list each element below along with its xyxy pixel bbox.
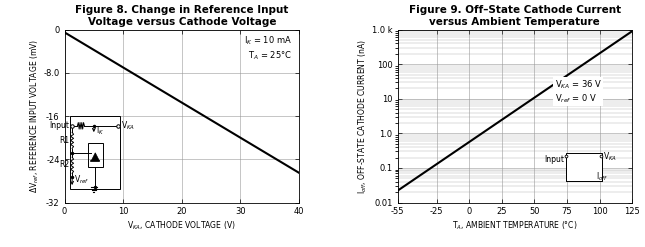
Text: V$_{KA}$: V$_{KA}$ — [603, 150, 617, 163]
Y-axis label: I$_{off}$, OFF-STATE CATHODE CURRENT (nA): I$_{off}$, OFF-STATE CATHODE CURRENT (nA… — [357, 39, 370, 194]
Bar — [566, 154, 602, 181]
Text: R1: R1 — [59, 136, 69, 145]
Text: R2: R2 — [59, 160, 69, 169]
Text: V$_{KA}$: V$_{KA}$ — [121, 120, 135, 132]
Title: Figure 9. Off–State Cathode Current
versus Ambient Temperature: Figure 9. Off–State Cathode Current vers… — [409, 5, 621, 27]
X-axis label: V$_{KA}$, CATHODE VOLTAGE (V): V$_{KA}$, CATHODE VOLTAGE (V) — [128, 219, 236, 232]
Bar — [88, 143, 103, 167]
Text: V$_{ref}$: V$_{ref}$ — [74, 173, 90, 185]
Text: V$_{KA}$ = 36 V
V$_{ref}$ = 0 V: V$_{KA}$ = 36 V V$_{ref}$ = 0 V — [555, 78, 602, 105]
Bar — [70, 116, 120, 189]
Title: Figure 8. Change in Reference Input
Voltage versus Cathode Voltage: Figure 8. Change in Reference Input Volt… — [75, 5, 288, 27]
Text: Input: Input — [49, 121, 69, 130]
Bar — [566, 153, 602, 181]
Text: I$_K$ = 10 mA
T$_A$ = 25°C: I$_K$ = 10 mA T$_A$ = 25°C — [244, 35, 292, 62]
Text: I$_K$: I$_K$ — [95, 125, 104, 138]
Text: I$_{off}$: I$_{off}$ — [595, 170, 608, 183]
Y-axis label: ΔV$_{ref}$, REFERENCE INPUT VOLTAGE (mV): ΔV$_{ref}$, REFERENCE INPUT VOLTAGE (mV) — [28, 39, 41, 193]
Text: Input: Input — [544, 155, 564, 164]
Polygon shape — [91, 153, 99, 161]
X-axis label: T$_A$, AMBIENT TEMPERATURE (°C): T$_A$, AMBIENT TEMPERATURE (°C) — [452, 219, 577, 232]
